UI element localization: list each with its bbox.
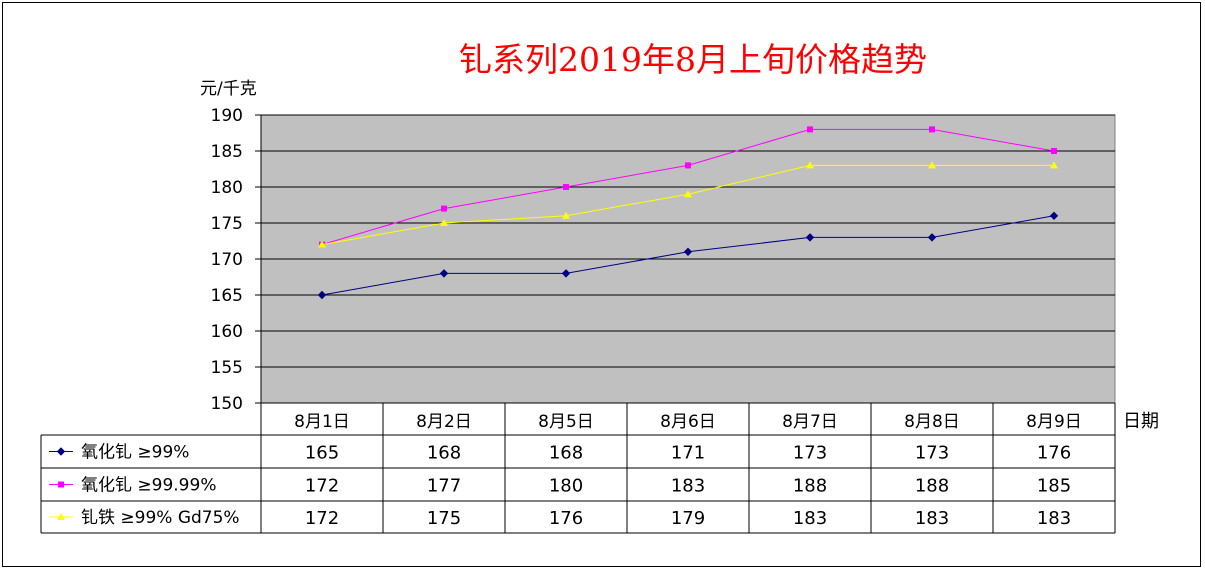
y-tick-label: 150: [211, 394, 243, 414]
x-axis-label: 日期: [1123, 411, 1159, 432]
data-point: [806, 161, 814, 169]
y-tick-label: 175: [211, 214, 243, 234]
data-table-value: 173: [915, 443, 949, 464]
data-table-value: 175: [427, 508, 461, 529]
data-point: [440, 219, 448, 226]
data-point: [317, 290, 327, 300]
x-category-label: 8月1日: [294, 412, 350, 432]
data-table-value: 180: [549, 476, 583, 497]
chart-title: 钆系列2019年8月上旬价格趋势: [459, 40, 927, 79]
x-category-label: 8月8日: [904, 412, 960, 432]
data-point: [807, 126, 813, 133]
data-table-value: 173: [793, 443, 827, 464]
data-table-value: 176: [549, 508, 583, 529]
data-point: [561, 269, 571, 278]
data-table-value: 183: [793, 508, 827, 529]
y-tick-label: 155: [211, 358, 243, 378]
data-point: [928, 161, 936, 169]
data-point: [439, 269, 449, 278]
data-table-value: 183: [915, 508, 949, 529]
legend-entry: 氧化钆 ≥99%: [81, 443, 189, 463]
data-table-value: 183: [671, 476, 705, 497]
y-axis-label: 元/千克: [200, 79, 257, 99]
data-point: [684, 190, 692, 198]
data-table-value: 168: [427, 443, 461, 464]
data-table-value: 172: [305, 508, 339, 529]
data-table-value: 183: [1037, 508, 1071, 529]
data-table-value: 177: [427, 476, 461, 497]
y-tick-label: 160: [211, 322, 243, 342]
data-point: [1049, 211, 1059, 221]
y-tick-label: 170: [211, 250, 243, 270]
data-table-value: 179: [671, 508, 705, 529]
data-table-value: 168: [549, 443, 583, 464]
data-table-value: 176: [1037, 443, 1071, 464]
data-table-value: 188: [915, 476, 949, 497]
y-tick-label: 190: [211, 106, 243, 126]
x-category-label: 8月6日: [660, 412, 716, 432]
legend-entry: 钆铁 ≥99% Gd75%: [81, 508, 240, 528]
legend-key-marker: [56, 447, 66, 456]
data-table-value: 165: [305, 443, 339, 464]
x-category-label: 8月9日: [1026, 412, 1082, 432]
data-point: [562, 211, 570, 219]
data-point: [563, 184, 569, 190]
data-point: [685, 162, 691, 169]
data-point: [805, 233, 815, 242]
data-table-value: 171: [671, 443, 705, 464]
data-point: [683, 247, 693, 257]
y-tick-label: 185: [211, 142, 243, 162]
data-table-value: 188: [793, 476, 827, 497]
data-point: [929, 126, 935, 133]
legend-key-marker: [57, 513, 65, 520]
legend-entry: 氧化钆 ≥99.99%: [81, 476, 216, 496]
data-table-value: 172: [305, 476, 339, 497]
x-category-label: 8月7日: [782, 412, 838, 432]
data-point: [927, 233, 937, 242]
data-point: [318, 240, 326, 248]
y-tick-label: 180: [211, 178, 243, 198]
x-category-label: 8月2日: [416, 412, 472, 432]
legend-key-marker: [58, 481, 64, 488]
data-point: [1050, 161, 1058, 169]
y-tick-label: 165: [211, 286, 243, 306]
data-table-value: 185: [1037, 476, 1071, 497]
data-point: [1051, 148, 1057, 154]
x-category-label: 8月5日: [538, 412, 594, 432]
data-point: [441, 205, 447, 212]
